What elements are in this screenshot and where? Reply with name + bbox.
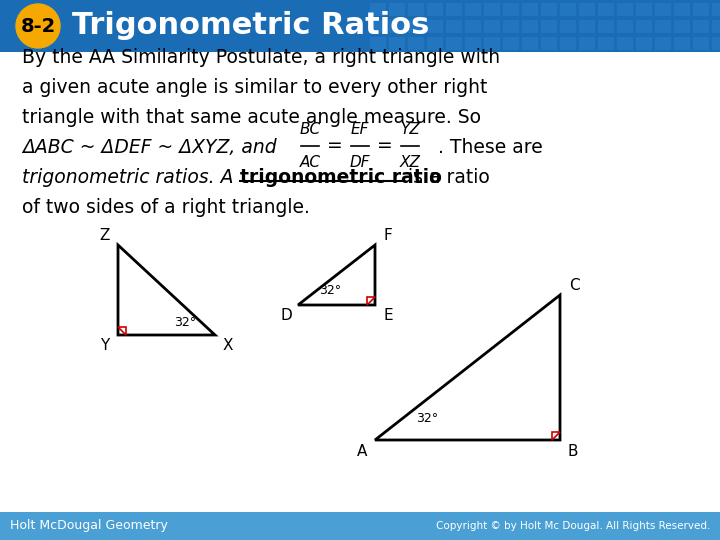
FancyBboxPatch shape bbox=[446, 20, 462, 33]
FancyBboxPatch shape bbox=[465, 3, 481, 16]
FancyBboxPatch shape bbox=[389, 37, 405, 50]
FancyBboxPatch shape bbox=[446, 37, 462, 50]
FancyBboxPatch shape bbox=[598, 20, 614, 33]
FancyBboxPatch shape bbox=[427, 20, 443, 33]
Text: F: F bbox=[384, 227, 392, 242]
Text: is a ratio: is a ratio bbox=[402, 168, 490, 187]
FancyBboxPatch shape bbox=[541, 3, 557, 16]
FancyBboxPatch shape bbox=[560, 20, 576, 33]
FancyBboxPatch shape bbox=[655, 37, 671, 50]
Text: Y: Y bbox=[100, 338, 109, 353]
Text: of two sides of a right triangle.: of two sides of a right triangle. bbox=[22, 198, 310, 217]
Text: Z: Z bbox=[100, 227, 110, 242]
Text: 8-2: 8-2 bbox=[20, 17, 55, 36]
FancyBboxPatch shape bbox=[693, 37, 709, 50]
FancyBboxPatch shape bbox=[541, 20, 557, 33]
FancyBboxPatch shape bbox=[655, 3, 671, 16]
FancyBboxPatch shape bbox=[617, 3, 633, 16]
FancyBboxPatch shape bbox=[674, 20, 690, 33]
FancyBboxPatch shape bbox=[712, 20, 720, 33]
Text: EF: EF bbox=[351, 122, 369, 137]
FancyBboxPatch shape bbox=[712, 3, 720, 16]
Text: Copyright © by Holt Mc Dougal. All Rights Reserved.: Copyright © by Holt Mc Dougal. All Right… bbox=[436, 521, 710, 531]
FancyBboxPatch shape bbox=[674, 37, 690, 50]
FancyBboxPatch shape bbox=[693, 3, 709, 16]
Text: By the AA Similarity Postulate, a right triangle with: By the AA Similarity Postulate, a right … bbox=[22, 48, 500, 67]
FancyBboxPatch shape bbox=[370, 3, 386, 16]
Text: . These are: . These are bbox=[438, 138, 543, 157]
FancyBboxPatch shape bbox=[408, 20, 424, 33]
Text: C: C bbox=[569, 278, 580, 293]
Text: X: X bbox=[222, 338, 233, 353]
FancyBboxPatch shape bbox=[560, 37, 576, 50]
FancyBboxPatch shape bbox=[712, 37, 720, 50]
FancyBboxPatch shape bbox=[427, 37, 443, 50]
FancyBboxPatch shape bbox=[579, 20, 595, 33]
Text: 32°: 32° bbox=[319, 284, 341, 296]
Text: 32°: 32° bbox=[174, 315, 196, 328]
FancyBboxPatch shape bbox=[579, 37, 595, 50]
FancyBboxPatch shape bbox=[503, 3, 519, 16]
FancyBboxPatch shape bbox=[503, 37, 519, 50]
Text: B: B bbox=[568, 443, 578, 458]
Text: ΔABC ~ ΔDEF ~ ΔXYZ, and: ΔABC ~ ΔDEF ~ ΔXYZ, and bbox=[22, 138, 283, 157]
FancyBboxPatch shape bbox=[693, 20, 709, 33]
FancyBboxPatch shape bbox=[522, 20, 538, 33]
FancyBboxPatch shape bbox=[0, 512, 720, 540]
FancyBboxPatch shape bbox=[427, 3, 443, 16]
FancyBboxPatch shape bbox=[484, 37, 500, 50]
FancyBboxPatch shape bbox=[636, 20, 652, 33]
Text: Trigonometric Ratios: Trigonometric Ratios bbox=[72, 11, 429, 40]
FancyBboxPatch shape bbox=[465, 37, 481, 50]
FancyBboxPatch shape bbox=[408, 3, 424, 16]
FancyBboxPatch shape bbox=[389, 3, 405, 16]
FancyBboxPatch shape bbox=[503, 20, 519, 33]
Text: D: D bbox=[280, 307, 292, 322]
FancyBboxPatch shape bbox=[617, 20, 633, 33]
FancyBboxPatch shape bbox=[370, 37, 386, 50]
Text: AC: AC bbox=[300, 155, 320, 170]
FancyBboxPatch shape bbox=[560, 3, 576, 16]
FancyBboxPatch shape bbox=[446, 3, 462, 16]
FancyBboxPatch shape bbox=[598, 3, 614, 16]
Text: trigonometric ratios. A: trigonometric ratios. A bbox=[22, 168, 240, 187]
FancyBboxPatch shape bbox=[522, 37, 538, 50]
Text: Holt McDougal Geometry: Holt McDougal Geometry bbox=[10, 519, 168, 532]
FancyBboxPatch shape bbox=[389, 20, 405, 33]
FancyBboxPatch shape bbox=[484, 20, 500, 33]
Text: YZ: YZ bbox=[400, 122, 420, 137]
FancyBboxPatch shape bbox=[0, 0, 720, 52]
FancyBboxPatch shape bbox=[522, 3, 538, 16]
FancyBboxPatch shape bbox=[484, 3, 500, 16]
FancyBboxPatch shape bbox=[465, 20, 481, 33]
FancyBboxPatch shape bbox=[674, 3, 690, 16]
FancyBboxPatch shape bbox=[636, 3, 652, 16]
Text: BC: BC bbox=[300, 122, 320, 137]
Text: =: = bbox=[327, 137, 343, 156]
Text: triangle with that same acute angle measure. So: triangle with that same acute angle meas… bbox=[22, 108, 481, 127]
Text: A: A bbox=[357, 443, 367, 458]
Text: DF: DF bbox=[350, 155, 370, 170]
Text: =: = bbox=[377, 137, 393, 156]
FancyBboxPatch shape bbox=[370, 20, 386, 33]
FancyBboxPatch shape bbox=[655, 20, 671, 33]
Text: XZ: XZ bbox=[400, 155, 420, 170]
FancyBboxPatch shape bbox=[617, 37, 633, 50]
FancyBboxPatch shape bbox=[579, 3, 595, 16]
FancyBboxPatch shape bbox=[636, 37, 652, 50]
FancyBboxPatch shape bbox=[408, 37, 424, 50]
Text: a given acute angle is similar to every other right: a given acute angle is similar to every … bbox=[22, 78, 487, 97]
Circle shape bbox=[16, 4, 60, 48]
FancyBboxPatch shape bbox=[598, 37, 614, 50]
FancyBboxPatch shape bbox=[541, 37, 557, 50]
Text: trigonometric ratio: trigonometric ratio bbox=[240, 168, 442, 187]
Text: E: E bbox=[383, 307, 393, 322]
Text: 32°: 32° bbox=[416, 411, 438, 424]
